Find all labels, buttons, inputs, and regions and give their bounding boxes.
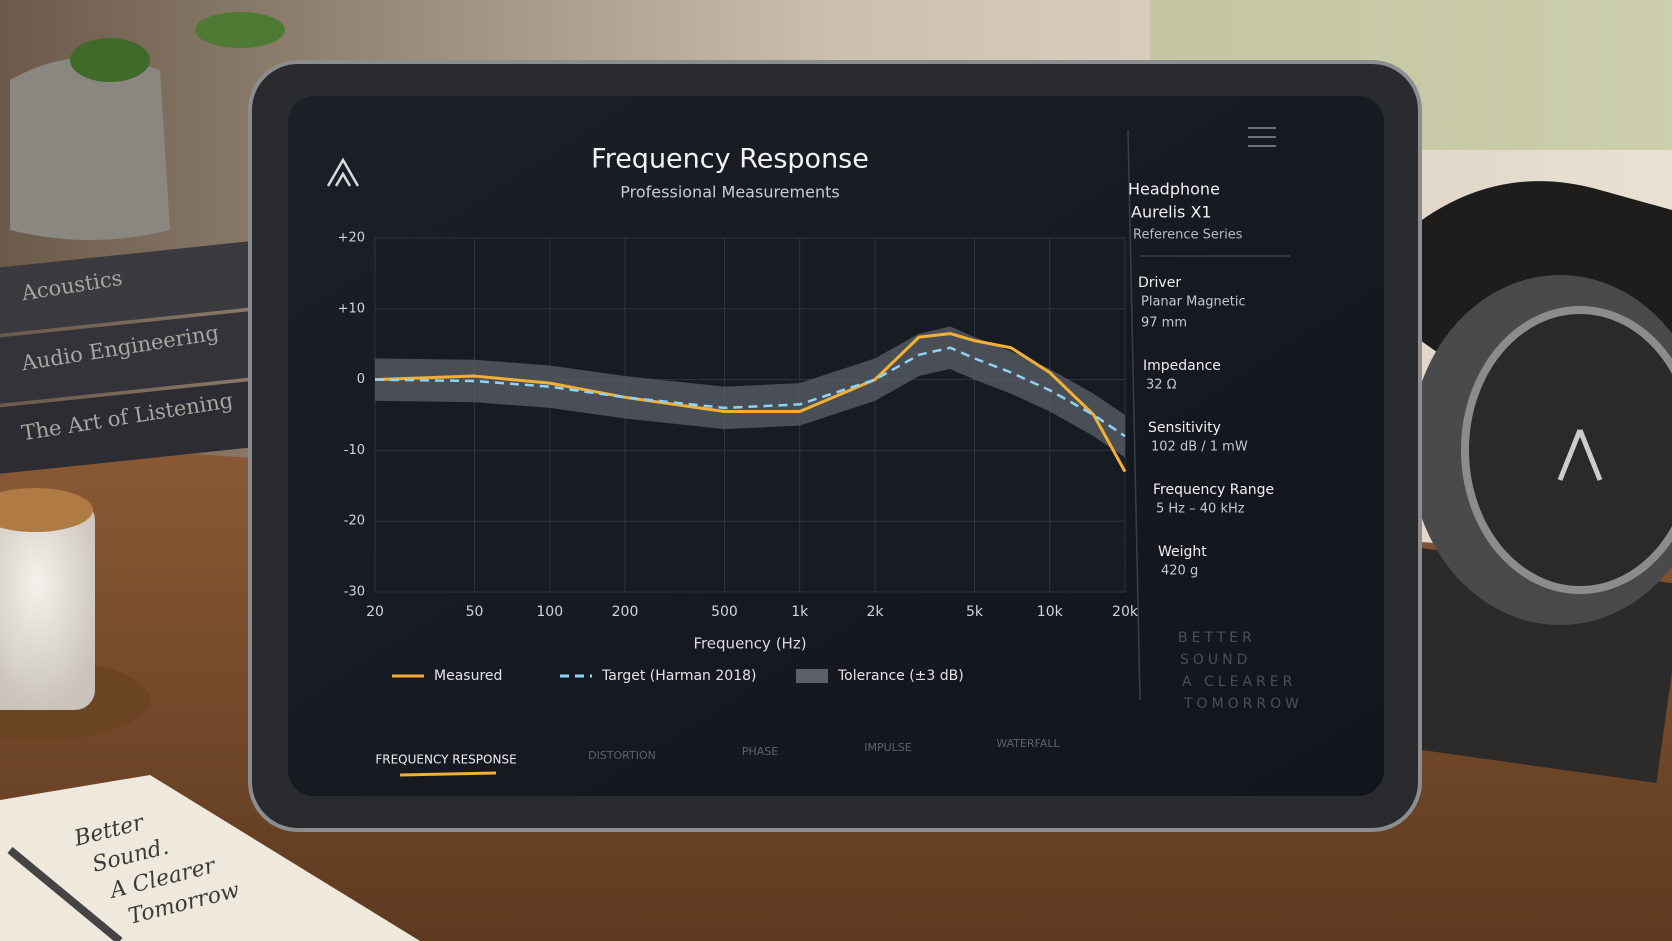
legend-label: Target (Harman 2018) (601, 668, 756, 684)
plant-leaf (70, 38, 150, 82)
plant-leaf (195, 12, 285, 48)
tagline: BETTER (1178, 630, 1256, 646)
spec-value: 97 mm (1141, 316, 1187, 331)
y-tick-label: -10 (344, 443, 365, 458)
earcup-logo (1557, 429, 1603, 481)
x-tick-label: 20 (366, 604, 384, 620)
y-tick-label: +10 (338, 301, 365, 316)
measured-line (374, 332, 1127, 473)
plant-pot (10, 57, 170, 241)
spec-value: 5 Hz – 40 kHz (1156, 502, 1245, 517)
app-logo (326, 157, 360, 187)
x-tick-label: 1k (791, 604, 809, 620)
tab[interactable]: DISTORTION (588, 749, 656, 762)
tab[interactable]: FREQUENCY RESPONSE (375, 753, 516, 767)
x-axis-label: Frequency (Hz) (693, 635, 806, 653)
menu-icon[interactable] (1248, 127, 1276, 147)
x-tick-label: 200 (612, 604, 639, 620)
chart-title: Frequency Response (591, 144, 869, 175)
tab[interactable]: PHASE (742, 745, 778, 758)
legend-label: Measured (434, 668, 502, 684)
x-tick-label: 50 (466, 604, 484, 620)
spec-label: Frequency Range (1153, 482, 1274, 498)
y-tick-label: +20 (338, 231, 365, 246)
frequency-chart: Frequency Response Professional Measureme… (338, 144, 1139, 685)
chart-subtitle: Professional Measurements (620, 183, 839, 202)
note-pad (0, 775, 420, 941)
x-tick-label: 20k (1112, 604, 1139, 620)
book (0, 240, 263, 335)
tab[interactable]: IMPULSE (864, 741, 912, 754)
tagline: A CLEARER (1182, 674, 1296, 690)
tab[interactable]: WATERFALL (996, 737, 1060, 750)
model-name: Aurelis X1 (1131, 203, 1212, 222)
earcup-grille (1461, 306, 1672, 594)
x-tick-label: 5k (966, 604, 984, 620)
spec-value: 32 Ω (1146, 378, 1177, 393)
active-tab-underline (399, 771, 497, 777)
legend-swatch (796, 669, 828, 683)
spec-panel: Headphone Aurelis X1 Reference Series Drive… (1128, 180, 1303, 713)
target-line (374, 346, 1126, 438)
tolerance-band (375, 326, 1125, 458)
spec-label: Weight (1158, 544, 1207, 560)
tagline: SOUND (1180, 652, 1251, 668)
y-tick-label: 0 (357, 372, 365, 387)
spec-label: Driver (1138, 275, 1181, 291)
x-tick-label: 100 (536, 604, 563, 620)
model-edition: Reference Series (1133, 228, 1243, 243)
panel-title: Headphone (1128, 180, 1220, 199)
spec-label: Sensitivity (1148, 420, 1221, 436)
cup (0, 500, 95, 710)
x-tick-label: 2k (866, 604, 884, 620)
book (0, 380, 263, 475)
tab-bar: FREQUENCY RESPONSE DISTORTION PHASE IMPULSE… (375, 737, 1061, 777)
panel-divider (1127, 129, 1141, 701)
y-tick-label: -20 (344, 514, 365, 529)
pen (7, 846, 123, 941)
spec-value: Planar Magnetic (1141, 295, 1246, 310)
spec-value: 420 g (1161, 564, 1198, 579)
tagline: TOMORROW (1183, 696, 1303, 712)
x-tick-label: 500 (711, 604, 738, 620)
spec-value: 102 dB / 1 mW (1151, 440, 1248, 455)
coffee (0, 488, 93, 532)
legend-label: Tolerance (±3 dB) (837, 668, 964, 684)
y-tick-label: -30 (344, 585, 365, 600)
spec-label: Impedance (1143, 358, 1221, 374)
x-tick-label: 10k (1037, 604, 1064, 620)
book (0, 310, 263, 405)
